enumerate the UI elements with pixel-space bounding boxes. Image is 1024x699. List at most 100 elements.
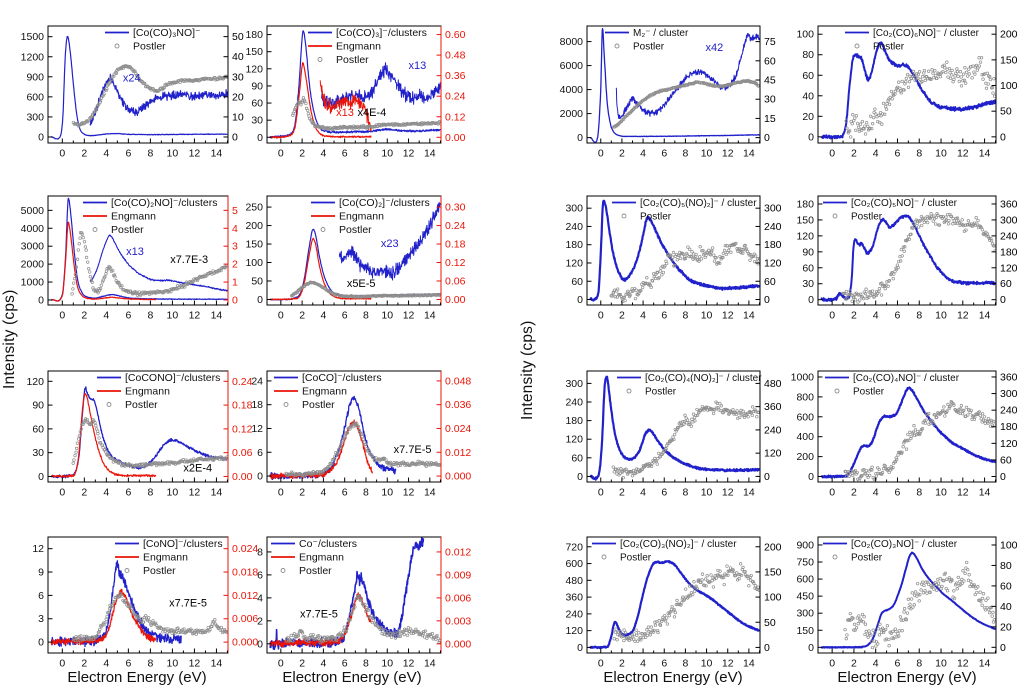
y-tick-label: 0 xyxy=(38,471,44,483)
x-tick-label: 12 xyxy=(957,487,969,499)
y2-tick-label: 0.12 xyxy=(445,111,466,123)
subplot-co2-co4-no2: 0 2 4 6 8 10 12 14 0 60 120 180 240 300 0 120 240 360 480[… xyxy=(565,370,782,499)
y2-tick-label: 40 xyxy=(232,51,244,63)
y2-tick-label: 10 xyxy=(232,111,244,123)
legend-label: [CoCO]⁻/clusters xyxy=(302,372,382,384)
x-tick-label: 0 xyxy=(278,310,284,322)
y-tick-label: 300 xyxy=(565,203,583,215)
y-tick-label: 30 xyxy=(32,447,44,459)
y-tick-label: 150 xyxy=(245,239,263,251)
y-tick-label: 0 xyxy=(808,642,814,654)
x-tick-label: 10 xyxy=(935,148,947,160)
x-axis-title-2: Electron Energy (eV) xyxy=(282,669,422,686)
x-tick-label: 12 xyxy=(189,487,201,499)
annotation: x7.7E-5 xyxy=(169,597,207,609)
y2-tick-label: 0.012 xyxy=(445,546,471,558)
y2-tick-label: 0.000 xyxy=(445,471,471,483)
y-tick-label: 750 xyxy=(796,557,814,569)
y2-tick-label: 50 xyxy=(764,617,776,629)
x-tick-label: 10 xyxy=(701,310,713,322)
legend-label: Co⁻/clusters xyxy=(299,538,357,550)
x-tick-label: 10 xyxy=(935,487,947,499)
y-tick-label: 250 xyxy=(245,202,263,214)
annotation: x23 xyxy=(381,238,399,250)
x-tick-label: 12 xyxy=(722,148,734,160)
x-tick-label: 0 xyxy=(59,148,65,160)
y2-tick-label: 0.018 xyxy=(232,567,258,579)
x-tick-label: 0 xyxy=(829,487,835,499)
x-tick-label: 6 xyxy=(342,487,348,499)
x-tick-label: 10 xyxy=(381,658,393,670)
x-tick-label: 0 xyxy=(829,310,835,322)
y2-tick-label: 3 xyxy=(232,241,238,253)
y-tick-label: 900 xyxy=(796,539,814,551)
y2-tick-label: 200 xyxy=(764,541,782,553)
legend-label: Postler xyxy=(873,42,905,53)
annotation: x7.7E-5 xyxy=(300,608,338,620)
y-tick-label: 200 xyxy=(245,220,263,232)
y2-tick-label: 0.24 xyxy=(445,91,466,103)
y-tick-label: 1000 xyxy=(21,277,45,289)
y2-tick-label: 30 xyxy=(764,94,776,106)
y-tick-label: 100 xyxy=(245,257,263,269)
x-tick-label: 8 xyxy=(363,310,369,322)
y2-tick-label: 0 xyxy=(1000,294,1006,306)
x-tick-label: 6 xyxy=(895,148,901,160)
y2-tick-label: 0.36 xyxy=(445,70,466,82)
legend-label: [Co₂(CO)₃NO]⁻ / cluster xyxy=(851,539,958,550)
y-tick-label: 9 xyxy=(38,567,44,579)
x-tick-label: 10 xyxy=(381,487,393,499)
y-tick-label: 180 xyxy=(796,198,814,210)
y-tick-label: 60 xyxy=(802,70,814,82)
x-tick-label: 2 xyxy=(81,310,87,322)
y-tick-label: 120 xyxy=(26,376,44,388)
y-tick-label: 90 xyxy=(802,246,814,258)
legend-label: Postler xyxy=(853,387,885,398)
x-tick-label: 14 xyxy=(979,658,991,670)
y2-tick-label: 0.12 xyxy=(445,257,466,269)
x-tick-label: 2 xyxy=(299,310,305,322)
y2-tick-label: 300 xyxy=(1000,214,1018,226)
y-tick-label: 6 xyxy=(257,569,263,581)
x-tick-label: 6 xyxy=(125,148,131,160)
y-tick-label: 450 xyxy=(796,591,814,603)
x-tick-label: 14 xyxy=(979,310,991,322)
y-tick-label: 60 xyxy=(571,452,583,464)
x-tick-label: 12 xyxy=(403,310,415,322)
x-tick-label: 2 xyxy=(851,148,857,160)
subplot-co-no: 0 2 4 6 8 10 12 14 0 3 6 9 12 0.000 0.006 0.012 0.018 0.0… xyxy=(32,536,258,670)
y2-tick-label: 180 xyxy=(764,239,782,251)
legend-label: [Co₂(CO)₄NO]⁻ / cluster xyxy=(853,373,960,384)
y2-tick-label: 0.00 xyxy=(445,294,466,306)
y2-tick-label: 60 xyxy=(1000,278,1012,290)
y-tick-label: 0 xyxy=(577,642,583,654)
y-tick-label: 24 xyxy=(251,375,263,387)
x-tick-label: 14 xyxy=(979,487,991,499)
y-tick-label: 0 xyxy=(257,132,263,144)
y2-tick-label: 0.012 xyxy=(445,447,471,459)
y-tick-label: 0 xyxy=(257,638,263,650)
x-tick-label: 14 xyxy=(424,658,436,670)
legend-label: Postler xyxy=(851,212,883,223)
x-tick-label: 6 xyxy=(342,310,348,322)
subplot-co2-co6-no: 0 2 4 6 8 10 12 14 0 20 40 60 80 100 0 50 100 150 200 [Co₂(… xyxy=(796,25,1018,160)
y2-tick-label: 0.003 xyxy=(445,615,471,627)
x-tick-label: 4 xyxy=(320,310,326,322)
y2-tick-label: 40 xyxy=(1000,601,1012,613)
y2-tick-label: 0 xyxy=(764,132,770,144)
x-tick-label: 6 xyxy=(125,658,131,670)
y-tick-label: 150 xyxy=(796,214,814,226)
y-tick-label: 0 xyxy=(808,471,814,483)
y-tick-label: 6 xyxy=(38,590,44,602)
legend-label: [Co₂(CO)₄(NO)₂]⁻ / cluster xyxy=(645,373,762,384)
x-tick-label: 14 xyxy=(743,148,755,160)
y2-tick-label: 480 xyxy=(764,378,782,390)
x-tick-label: 4 xyxy=(640,487,646,499)
x-tick-label: 14 xyxy=(743,310,755,322)
legend-label: Engmann xyxy=(125,386,170,398)
x-tick-label: 2 xyxy=(299,487,305,499)
y2-tick-label: 0.24 xyxy=(445,220,466,232)
y-tick-label: 50 xyxy=(251,275,263,287)
legend-label: Engmann xyxy=(302,386,347,398)
